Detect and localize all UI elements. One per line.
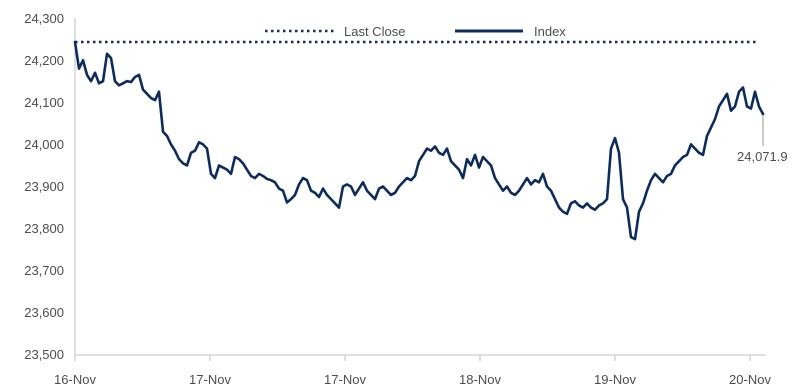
- x-tick-labels: 16-Nov 17-Nov 17-Nov 18-Nov 19-Nov 20-No…: [54, 372, 771, 387]
- legend-label-last-close: Last Close: [344, 24, 405, 39]
- x-tick-label: 18-Nov: [459, 372, 501, 387]
- legend-label-index: Index: [534, 24, 566, 39]
- x-tick-label: 17-Nov: [189, 372, 231, 387]
- y-axis: 23,500 23,600 23,700 23,800 23,900 24,00…: [24, 11, 76, 362]
- x-tick-label: 19-Nov: [594, 372, 636, 387]
- y-tick-label: 23,800: [24, 221, 64, 236]
- x-tick-label: 16-Nov: [54, 372, 96, 387]
- y-tick-labels: 23,500 23,600 23,700 23,800 23,900 24,00…: [24, 11, 64, 362]
- y-tick-label: 24,300: [24, 11, 64, 26]
- y-tick-label: 23,700: [24, 263, 64, 278]
- legend: Last Close Index: [265, 24, 566, 39]
- y-tick-label: 24,200: [24, 53, 64, 68]
- y-tick-label: 24,000: [24, 137, 64, 152]
- y-tick-label: 23,600: [24, 305, 64, 320]
- plot-area: 24,071.9: [73, 40, 788, 241]
- series-line-index: [73, 40, 765, 241]
- end-value-label: 24,071.9: [737, 149, 788, 164]
- y-tick-label: 23,500: [24, 347, 64, 362]
- y-tick-label: 24,100: [24, 95, 64, 110]
- x-tick-label: 20-Nov: [729, 372, 771, 387]
- x-tick-label: 17-Nov: [324, 372, 366, 387]
- y-tick-label: 23,900: [24, 179, 64, 194]
- x-axis: 16-Nov 17-Nov 17-Nov 18-Nov 19-Nov 20-No…: [54, 354, 771, 387]
